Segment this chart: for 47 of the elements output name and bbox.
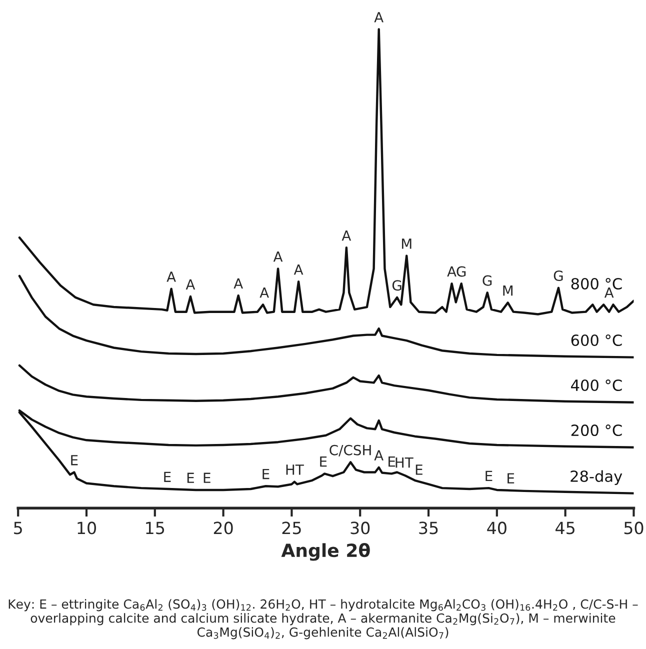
- x-tick-label: 45: [556, 522, 574, 534]
- annotation: G: [482, 275, 492, 286]
- series-label: 200 °C: [571, 424, 622, 436]
- annotation: M: [503, 286, 512, 296]
- text: Key: E – ettringite Ca$_{6}$Al$_{2}$ (SO$_{4}$)$_{3}$ (OH)$_{12}$. 26H$_{2}$O, HT – hydrotalcite Mg$_{6}$Al$_{2}$CO$_{3}$ (OH)$_{16}$.4H$_{2}$O , C/C-S-H – overlapping calcite and calcium silicate hydrate, A – akermanite Ca$_{2}$Mg(Si$_{2}$O$_{7}$), M – merwinite Ca$_{3}$Mg(SiO$_{4}$)$_{2}$, G-gehlenite Ca$_{2}$Al(AlSiO$_{7}$): [8, 599, 638, 640]
- series-label: 800 °C: [571, 278, 622, 290]
- annotation: A: [186, 279, 196, 290]
- annotation: HT: [396, 457, 414, 468]
- annotation: E: [508, 473, 514, 484]
- series-label: 400 °C: [571, 379, 622, 392]
- annotation: M: [402, 238, 412, 249]
- series-label: 28-day: [570, 470, 622, 485]
- annotation: E: [187, 472, 194, 483]
- annotation: G: [456, 266, 466, 277]
- x-tick-label: 40: [487, 522, 506, 534]
- annotation: E: [204, 472, 210, 483]
- annotation: A: [234, 278, 243, 288]
- annotation: A: [342, 230, 352, 241]
- annotation: G: [392, 280, 402, 291]
- annotation: E: [71, 455, 78, 466]
- x-tick-label: 10: [78, 522, 96, 534]
- annotation: A: [273, 252, 283, 262]
- annotation: A: [294, 264, 304, 275]
- annotation: C/CSH: [330, 444, 371, 456]
- annotation: A: [166, 272, 176, 282]
- annotation: E: [164, 472, 171, 482]
- x-tick-label: 5: [14, 522, 22, 534]
- annotation: A: [374, 12, 384, 22]
- annotation: G: [554, 270, 563, 282]
- annotation: A: [604, 287, 614, 298]
- x-tick-label: 15: [146, 522, 164, 534]
- annotation: A: [447, 266, 456, 277]
- annotation: E: [262, 468, 270, 480]
- annotation: HT: [286, 464, 304, 475]
- x-tick-label: 25: [282, 522, 301, 534]
- x-tick-label: 50: [624, 522, 644, 534]
- annotation: E: [388, 456, 396, 467]
- annotation: A: [260, 287, 269, 298]
- annotation: E: [416, 464, 422, 475]
- x-tick-label: 35: [419, 522, 438, 534]
- x-tick-label: 20: [214, 522, 233, 534]
- series-label: 600 °C: [571, 334, 622, 346]
- x-axis-title: Angle 2θ: [281, 543, 370, 561]
- annotation: A: [374, 450, 384, 460]
- x-tick-label: 30: [350, 522, 370, 534]
- annotation: E: [320, 456, 327, 467]
- annotation: E: [486, 470, 492, 481]
